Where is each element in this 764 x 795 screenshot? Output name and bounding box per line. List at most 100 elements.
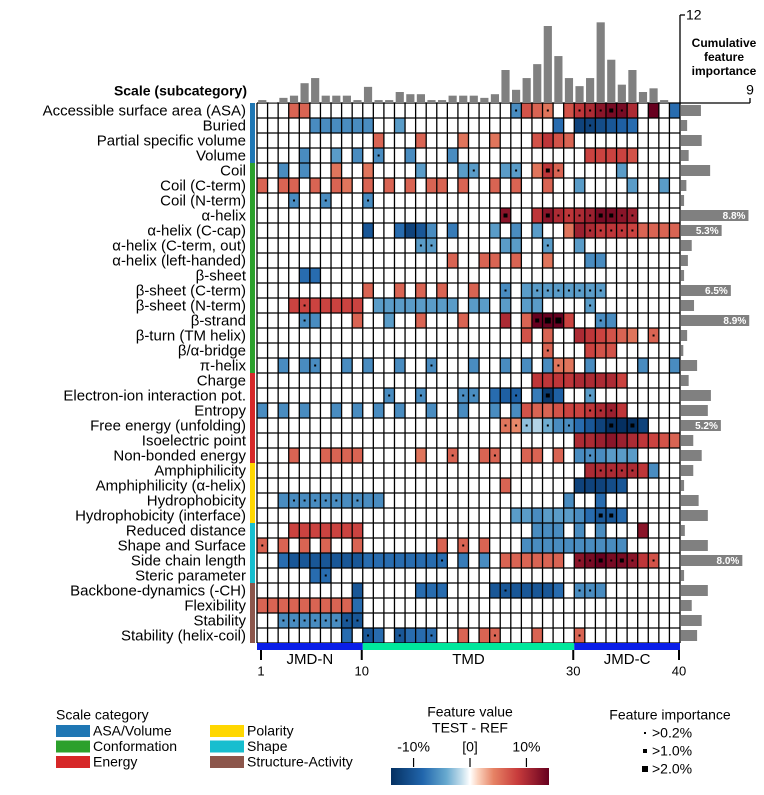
category-strip	[250, 253, 255, 268]
heatmap-cell	[426, 178, 437, 193]
heatmap-cell	[521, 583, 532, 598]
heatmap-cell	[510, 553, 522, 568]
heatmap-cell	[479, 538, 490, 553]
top-bar	[385, 100, 394, 103]
heatmap-cell	[278, 553, 289, 568]
right-bar	[681, 480, 685, 491]
top-bars-title: Cumulative feature importance	[691, 36, 757, 78]
category-strip	[250, 328, 255, 343]
importance-marker	[578, 289, 581, 292]
heatmap-cell	[278, 178, 289, 193]
heatmap-cell	[500, 298, 511, 313]
heatmap-cell	[531, 628, 543, 643]
heatmap-cell	[426, 223, 437, 238]
heatmap-cell	[531, 223, 543, 238]
heatmap-cell	[299, 538, 310, 553]
importance-marker	[335, 619, 338, 622]
importance-marker	[544, 317, 551, 324]
importance-marker	[589, 109, 592, 112]
heatmap-cell	[648, 223, 659, 238]
heatmap-cell	[510, 178, 522, 193]
heatmap-cell	[616, 403, 628, 418]
importance-marker	[589, 214, 592, 217]
heatmap-cell	[553, 448, 564, 463]
heatmap-cell	[574, 508, 585, 523]
importance-marker	[472, 169, 475, 172]
heatmap-cell	[278, 163, 289, 178]
right-bar	[681, 375, 689, 386]
importance-marker	[557, 289, 560, 292]
heatmap-cell	[605, 478, 617, 493]
importance-marker	[589, 409, 592, 412]
heatmap-cell	[510, 508, 522, 523]
heatmap-cell	[299, 598, 310, 613]
heatmap-cell	[278, 598, 289, 613]
heatmap-cell	[331, 163, 342, 178]
heatmap-cell	[352, 583, 363, 598]
right-bar	[681, 435, 694, 446]
heatmap-cell	[415, 283, 427, 298]
heatmap-cell	[362, 118, 374, 133]
heatmap-cell	[278, 493, 289, 508]
heatmap-cell	[531, 508, 543, 523]
heatmap-cell	[457, 313, 469, 328]
heatmap-cell	[637, 553, 649, 568]
heatmap-cell	[457, 403, 469, 418]
category-strip	[250, 223, 255, 238]
importance-marker	[314, 619, 317, 622]
heatmap-cell	[542, 508, 554, 523]
importance-marker	[555, 317, 562, 324]
category-strip	[250, 508, 255, 523]
category-strip	[250, 613, 255, 628]
heatmap-cell	[331, 148, 342, 163]
heatmap-cell	[563, 403, 575, 418]
row-label: Backbone-dynamics (-CH)	[70, 582, 246, 599]
top-bar	[607, 59, 616, 103]
importance-marker	[282, 619, 285, 622]
x-tick-label: 40	[672, 663, 686, 678]
importance-marker	[589, 304, 592, 307]
heatmap-cell	[341, 628, 353, 643]
top-bar	[512, 89, 521, 103]
heatmap-cell	[574, 223, 585, 238]
heatmap-cell	[479, 628, 490, 643]
heatmap-cell	[468, 283, 480, 298]
category-strip	[250, 598, 255, 613]
colorbar-tick-label: [0]	[462, 739, 478, 755]
right-bar-label: 8.0%	[717, 556, 740, 567]
legend-swatch	[56, 740, 90, 753]
right-bar	[681, 390, 711, 401]
heatmap-cell	[320, 298, 332, 313]
importance-marker	[536, 289, 539, 292]
importance-marker	[598, 558, 603, 563]
heatmap-cell	[563, 493, 575, 508]
heatmap-cell	[563, 313, 575, 328]
right-bar	[681, 330, 688, 341]
top-bar	[649, 88, 658, 103]
heatmap-cell	[457, 628, 469, 643]
heatmap-cell	[584, 358, 596, 373]
importance-marker	[462, 394, 465, 397]
heatmap-cell	[542, 178, 554, 193]
category-strip	[250, 193, 255, 208]
heatmap-cell	[669, 358, 680, 373]
heatmap-cell	[299, 103, 310, 118]
top-bar	[258, 100, 267, 103]
heatmap-cell	[288, 178, 300, 193]
right-bar	[681, 210, 749, 221]
heatmap-cell	[288, 598, 300, 613]
heatmap-cell	[394, 553, 406, 568]
category-strip	[250, 583, 255, 598]
importance-marker	[546, 349, 549, 352]
heatmap-cell	[553, 523, 564, 538]
heatmap-cell	[309, 523, 321, 538]
heatmap-cell	[637, 418, 649, 433]
right-tick-label: 9	[746, 82, 754, 98]
heatmap-cell	[584, 148, 596, 163]
heatmap-cell	[563, 223, 575, 238]
heatmap-cell	[341, 358, 353, 373]
heatmap-cell	[394, 118, 406, 133]
importance-marker	[324, 574, 327, 577]
importance-marker	[314, 364, 317, 367]
